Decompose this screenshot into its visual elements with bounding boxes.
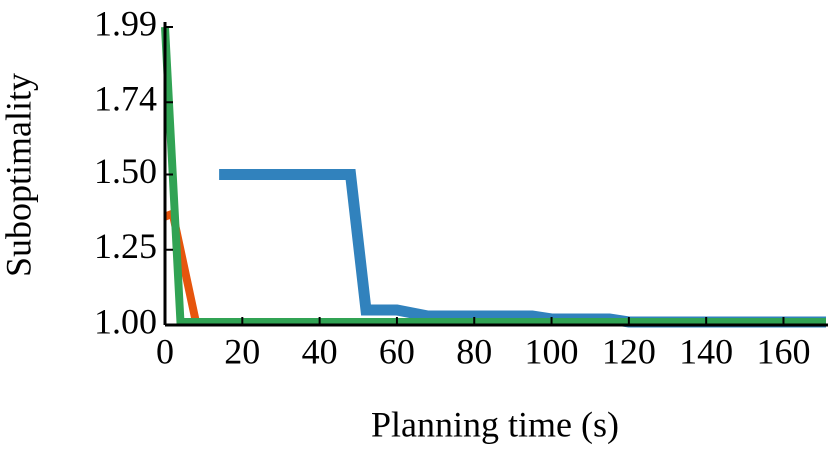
x-tick-label: 60 — [379, 331, 415, 371]
y-tick-label: 1.50 — [94, 151, 157, 191]
series-line — [163, 208, 826, 326]
x-tick-label: 80 — [456, 331, 492, 371]
x-tick-label: 140 — [679, 331, 733, 371]
x-tick-label: 40 — [302, 331, 338, 371]
x-tick-label: 160 — [756, 331, 810, 371]
series-line — [219, 169, 826, 328]
y-tick-label: 1.25 — [94, 226, 157, 266]
y-tick-label: 1.00 — [94, 301, 157, 341]
y-axis-label: Suboptimality — [0, 73, 38, 277]
series-line — [161, 26, 826, 326]
x-axis-label: Planning time (s) — [371, 404, 619, 444]
x-tick-label: 120 — [602, 331, 656, 371]
x-tick-label: 0 — [156, 331, 174, 371]
x-tick-label: 20 — [224, 331, 260, 371]
x-tick-label: 100 — [525, 331, 579, 371]
y-tick-label: 1.74 — [94, 79, 157, 119]
y-tick-label: 1.99 — [94, 3, 157, 43]
